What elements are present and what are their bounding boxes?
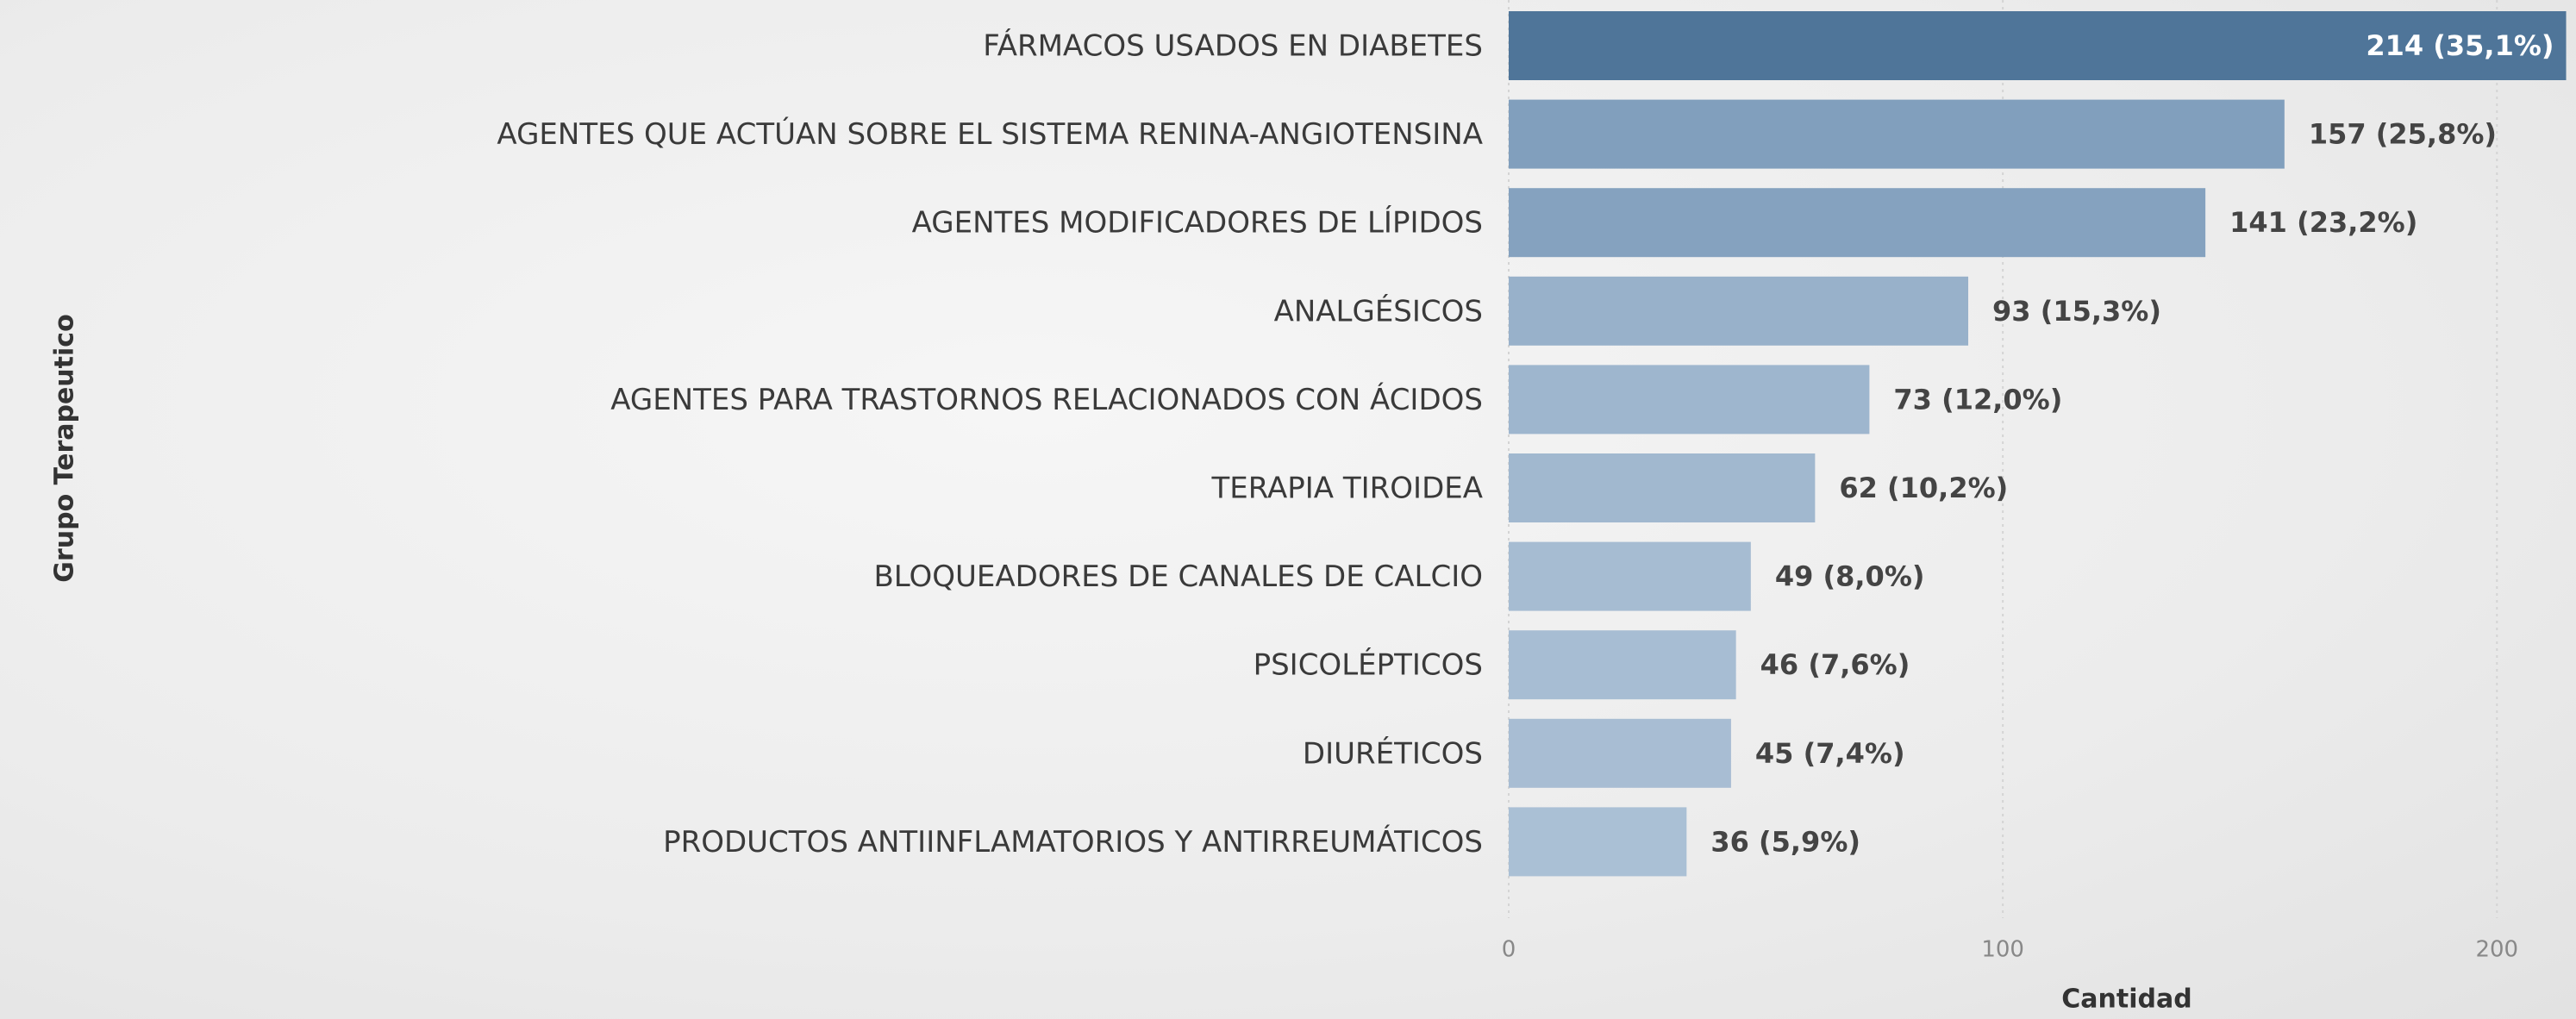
y-tick-label: ANALGÉSICOS: [1274, 293, 1483, 328]
value-label: 214 (35,1%): [2366, 29, 2554, 62]
bar: [1509, 453, 1816, 522]
y-axis-title: Grupo Terapeutico: [50, 314, 80, 582]
bar: [1509, 807, 1687, 877]
y-tick-label: PSICOLÉPTICOS: [1254, 647, 1483, 683]
value-label: 141 (23,2%): [2229, 206, 2417, 239]
bar: [1509, 541, 1751, 611]
bar: [1509, 365, 1870, 434]
y-tick-label: AGENTES QUE ACTÚAN SOBRE EL SISTEMA RENI…: [497, 116, 1483, 152]
bar: [1509, 99, 2285, 169]
y-tick-label: DIURÉTICOS: [1303, 735, 1483, 771]
bar: [1509, 630, 1736, 700]
value-label: 93 (15,3%): [1992, 295, 2161, 328]
x-tick-label: 100: [1981, 937, 2024, 963]
bar: [1509, 718, 1731, 788]
value-label: 46 (7,6%): [1760, 648, 1910, 681]
y-tick-label: AGENTES MODIFICADORES DE LÍPIDOS: [912, 205, 1483, 241]
value-label: 36 (5,9%): [1710, 825, 1860, 858]
x-tick-label: 200: [2475, 937, 2518, 963]
bar: [1509, 276, 1969, 346]
y-tick-label: BLOQUEADORES DE CANALES DE CALCIO: [873, 560, 1483, 594]
value-label: 73 (12,0%): [1893, 383, 2062, 416]
y-tick-label: AGENTES PARA TRASTORNOS RELACIONADOS CON…: [610, 382, 1483, 417]
value-label: 157 (25,8%): [2309, 118, 2497, 151]
value-label: 45 (7,4%): [1755, 737, 1905, 770]
value-label: 62 (10,2%): [1839, 472, 2008, 504]
x-axis-title: Cantidad: [2061, 985, 2191, 1015]
value-label: 49 (8,0%): [1775, 560, 1925, 593]
bar: [1509, 11, 2567, 80]
y-tick-label: FÁRMACOS USADOS EN DIABETES: [983, 28, 1483, 64]
y-tick-label: PRODUCTOS ANTIINFLAMATORIOS Y ANTIRREUMÁ…: [663, 824, 1483, 860]
y-tick-label: TERAPIA TIROIDEA: [1211, 472, 1483, 506]
x-tick-label: 0: [1502, 937, 1516, 963]
bar: [1509, 188, 2206, 258]
